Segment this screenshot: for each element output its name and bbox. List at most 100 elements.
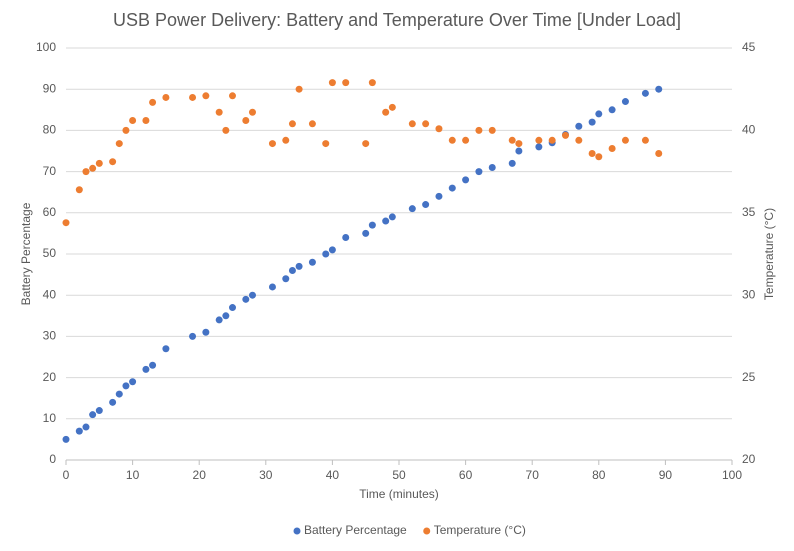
legend-label: Battery Percentage [304,523,407,537]
point [608,106,616,114]
point [388,103,396,111]
point [621,136,629,144]
y-tick-label: 60 [43,205,57,219]
point [655,85,663,93]
point [382,108,390,116]
point [282,275,290,283]
y2-tick-label: 45 [742,40,756,54]
point [248,108,256,116]
point [342,234,350,242]
point [95,159,103,167]
point [308,258,316,266]
point [575,136,583,144]
point [202,328,210,336]
point [222,312,230,320]
point [575,122,583,130]
x-tick-label: 50 [392,468,406,482]
point [109,398,117,406]
point [89,411,97,419]
point [242,117,250,125]
point [448,136,456,144]
point [368,221,376,229]
point [475,126,483,134]
y2-axis-label: Temperature (°C) [762,208,776,300]
y-tick-label: 30 [43,329,57,343]
y2-tick-label: 40 [742,123,756,137]
point [588,118,596,126]
point [388,213,396,221]
point [382,217,390,225]
x-tick-label: 0 [63,468,70,482]
y-tick-label: 90 [43,81,57,95]
point [142,365,150,373]
x-axis-label: Time (minutes) [359,487,439,501]
point [115,390,123,398]
point [368,79,376,87]
point [608,145,616,153]
x-tick-label: 10 [126,468,140,482]
point [508,159,516,167]
point [362,140,370,148]
point [655,149,663,157]
y2-tick-label: 25 [742,370,756,384]
point [75,186,83,194]
point [95,407,103,415]
y-tick-label: 20 [43,370,57,384]
point [488,163,496,171]
point [82,168,90,176]
point [595,153,603,161]
point [215,108,223,116]
point [535,143,543,151]
point [149,98,157,106]
point [435,125,443,133]
point [149,361,157,369]
y2-tick-label: 20 [742,452,756,466]
point [162,93,170,101]
point [508,136,516,144]
point [408,205,416,213]
point [122,382,130,390]
point [215,316,223,324]
point [641,89,649,97]
point [129,117,137,125]
point [448,184,456,192]
point [342,79,350,87]
point [641,136,649,144]
point [475,168,483,176]
point [295,262,303,270]
chart-title: USB Power Delivery: Battery and Temperat… [113,10,681,30]
legend-label: Temperature (°C) [434,523,526,537]
point [189,332,197,340]
point [322,140,330,148]
x-tick-label: 20 [193,468,207,482]
point [62,435,70,443]
point [462,176,470,184]
x-tick-label: 90 [659,468,673,482]
point [222,126,230,134]
y2-tick-label: 35 [742,205,756,219]
x-tick-label: 40 [326,468,340,482]
point [535,136,543,144]
point [109,158,117,166]
point [548,136,556,144]
point [82,423,90,431]
point [229,92,236,100]
point [189,93,197,101]
legend-marker [423,527,431,535]
x-tick-label: 30 [259,468,273,482]
point [288,266,296,274]
point [288,120,296,128]
point [248,291,256,299]
y-tick-label: 80 [43,123,57,137]
point [422,120,430,128]
point [488,126,496,134]
y-axis-label: Battery Percentage [19,202,33,305]
x-tick-label: 70 [526,468,540,482]
point [595,110,603,118]
legend-marker [293,527,301,535]
point [462,136,470,144]
point [142,117,150,125]
point [89,164,97,172]
